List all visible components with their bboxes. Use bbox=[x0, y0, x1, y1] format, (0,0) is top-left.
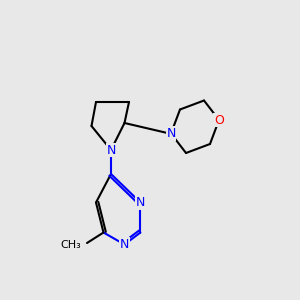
Text: N: N bbox=[106, 143, 116, 157]
Text: N: N bbox=[120, 238, 129, 251]
Text: N: N bbox=[136, 196, 145, 209]
Text: O: O bbox=[214, 113, 224, 127]
Text: CH₃: CH₃ bbox=[61, 239, 82, 250]
Text: N: N bbox=[166, 127, 176, 140]
